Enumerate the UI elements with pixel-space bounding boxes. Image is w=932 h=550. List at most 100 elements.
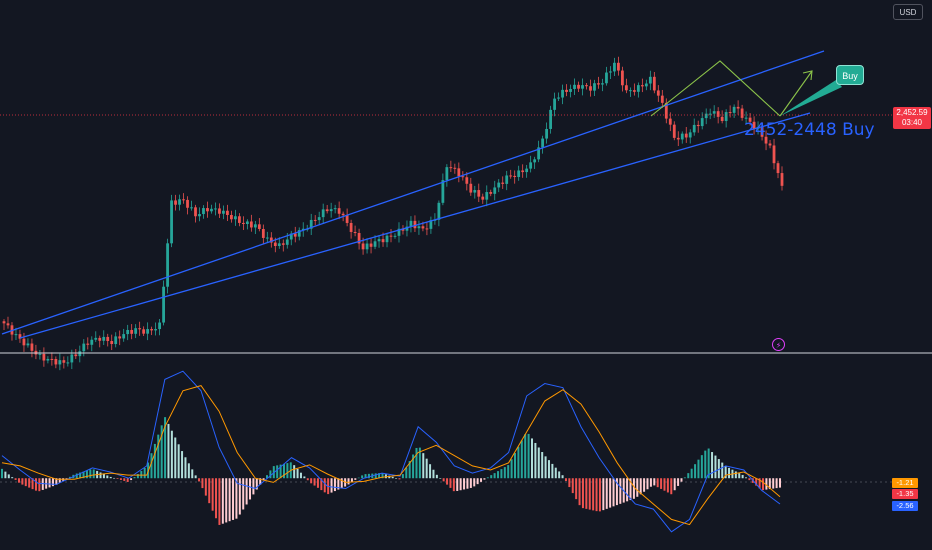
histogram-bar xyxy=(391,476,394,479)
signal-line xyxy=(1,385,781,526)
histogram-bar xyxy=(354,478,357,480)
histogram-bar xyxy=(677,478,680,486)
candle-body xyxy=(605,72,608,84)
histogram-bar xyxy=(456,478,459,491)
histogram-bar xyxy=(340,478,343,489)
histogram-bar xyxy=(537,447,540,479)
histogram-bar xyxy=(510,459,513,479)
buy-arrow-head xyxy=(802,70,813,81)
macd-line xyxy=(1,370,781,533)
trendline-lower xyxy=(19,112,811,339)
histogram-bar xyxy=(653,478,656,486)
histogram-bar xyxy=(201,478,204,489)
histogram-bar xyxy=(602,478,605,511)
candle-body xyxy=(684,133,688,138)
histogram-bar xyxy=(34,478,37,491)
histogram-bar xyxy=(717,459,720,479)
candle-body xyxy=(764,136,768,144)
candle-body xyxy=(285,239,289,245)
histogram-bar xyxy=(303,476,306,479)
histogram-bar xyxy=(28,478,31,488)
buy-arrow xyxy=(779,70,813,117)
histogram-bar xyxy=(279,464,282,479)
histogram-bar xyxy=(123,478,126,481)
candle-body xyxy=(525,168,529,173)
candle-body xyxy=(245,221,249,224)
histogram-bar xyxy=(174,437,177,479)
histogram-bar xyxy=(232,478,235,520)
histogram-bar xyxy=(551,463,554,479)
histogram-bar xyxy=(598,478,601,512)
histogram-bar xyxy=(768,478,771,490)
candle-body xyxy=(453,167,457,169)
candle-body xyxy=(537,147,541,160)
histogram-bar xyxy=(85,470,88,479)
candle-body xyxy=(660,95,664,103)
histogram-bar xyxy=(507,465,510,479)
candle-body xyxy=(549,109,552,129)
histogram-bar xyxy=(306,478,309,481)
candle-body xyxy=(493,187,497,194)
histogram-bar xyxy=(21,478,24,485)
candle-body xyxy=(206,208,209,212)
candle-body xyxy=(317,217,321,221)
candle-body xyxy=(345,215,349,223)
candle-body xyxy=(98,337,102,341)
histogram-bar xyxy=(480,478,483,482)
histogram-bar xyxy=(31,478,34,490)
candle-body xyxy=(353,231,357,233)
candle-body xyxy=(226,210,229,215)
candle-body xyxy=(182,199,185,201)
histogram-bar xyxy=(99,472,102,479)
histogram-bar xyxy=(711,452,714,479)
histogram-bar xyxy=(401,474,404,479)
candle-body xyxy=(349,222,353,232)
histogram-bars xyxy=(1,417,781,525)
histogram-bar xyxy=(554,467,557,479)
histogram-bar xyxy=(619,478,622,504)
histogram-value-tag: -2.56 xyxy=(892,501,918,511)
histogram-bar xyxy=(364,474,367,479)
histogram-bar xyxy=(636,478,639,497)
histogram-bar xyxy=(578,478,581,506)
candle-body xyxy=(365,243,369,250)
histogram-bar xyxy=(734,471,737,479)
candle-body xyxy=(118,336,122,339)
histogram-bar xyxy=(299,472,302,479)
histogram-bar xyxy=(673,478,676,491)
candle-body xyxy=(106,336,110,342)
candle-body xyxy=(198,214,201,217)
histogram-bar xyxy=(249,478,252,500)
macd-value-tag: -1.21 xyxy=(892,478,918,488)
candle-body xyxy=(465,177,469,184)
histogram-bar xyxy=(228,478,231,522)
candle-body xyxy=(18,334,22,339)
histogram-bar xyxy=(265,475,268,479)
candle-body xyxy=(644,83,648,87)
histogram-bar xyxy=(4,471,7,479)
histogram-bar xyxy=(330,478,333,493)
candle-body xyxy=(325,209,329,212)
lightning-icon[interactable]: ⚡ xyxy=(772,338,785,351)
histogram-bar xyxy=(656,478,659,488)
candle-body xyxy=(269,237,273,243)
candle-body xyxy=(541,138,545,148)
candle-body xyxy=(249,221,253,228)
histogram-bar xyxy=(775,478,778,489)
candle-body xyxy=(425,228,429,230)
candle-body xyxy=(716,111,720,117)
candle-body xyxy=(553,98,556,110)
candle-body xyxy=(744,117,748,119)
buy-callout: Buy xyxy=(836,65,864,85)
countdown-value: 03:40 xyxy=(901,118,923,127)
candle-body xyxy=(632,90,636,92)
candle-body xyxy=(66,362,70,364)
candle-body xyxy=(589,86,592,91)
candle-body xyxy=(585,85,588,87)
currency-button[interactable]: USD xyxy=(893,4,923,20)
candle-body xyxy=(174,200,177,205)
histogram-bar xyxy=(276,465,279,479)
candle-body xyxy=(720,116,724,122)
signal-value-tag: -1.35 xyxy=(892,489,918,499)
